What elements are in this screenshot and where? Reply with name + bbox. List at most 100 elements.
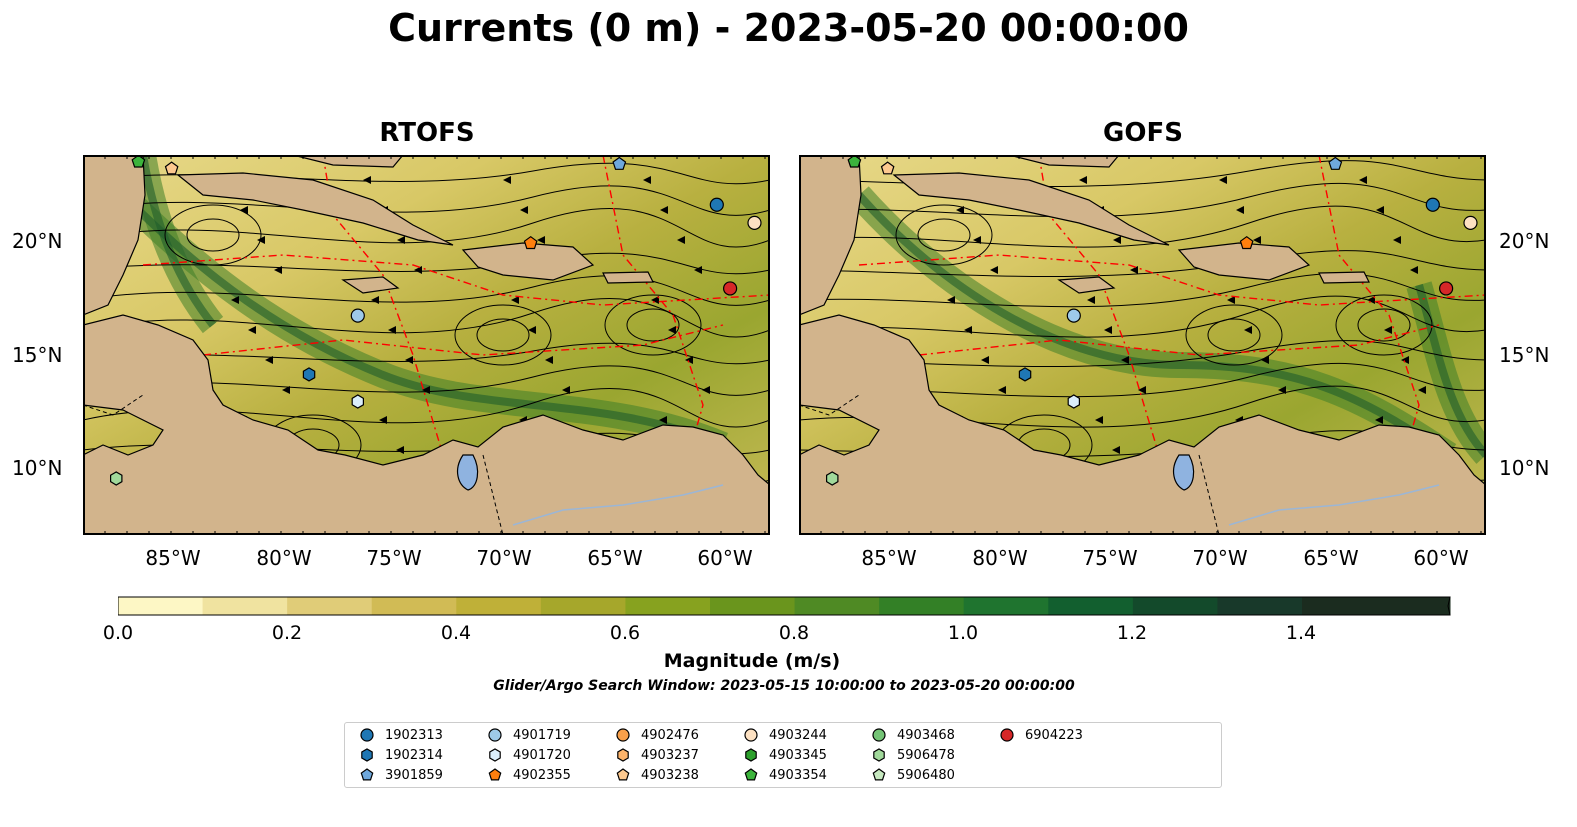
hexagon-marker-icon [489,748,501,762]
legend-item: 4903238 [615,765,699,785]
platform-marker [1066,308,1081,323]
colorbar-tick: 0.4 [440,622,472,644]
platform-marker [880,161,895,175]
pentagon-marker-icon [616,768,630,781]
platform-marker [747,215,762,230]
pentagon-marker-icon [360,768,374,781]
lon-label: 85°W [861,546,917,570]
map-panel-rtofs [83,155,770,535]
search-window-subtitle: Glider/Argo Search Window: 2023-05-15 10… [493,678,1075,694]
circle-marker-icon [616,728,630,742]
hexagon-marker-icon [745,748,757,762]
lon-label: 75°W [366,546,422,570]
legend-label: 1902314 [385,747,443,763]
lon-label: 70°W [476,546,532,570]
legend: 1902313 1902314 3901859 4901719 4901720 49023… [344,722,1222,788]
platform-marker [709,197,724,212]
lon-label: 80°W [256,546,312,570]
platform-marker [131,155,146,168]
platform-marker [1328,156,1343,170]
platform-marker [110,471,123,486]
legend-item: 3901859 [359,765,443,785]
circle-marker-icon [744,728,758,742]
legend-item: 5906478 [871,745,955,765]
platform-marker [523,235,538,250]
legend-label: 4901719 [513,727,571,743]
platform-marker [847,155,862,168]
circle-marker-icon [872,728,886,742]
platform-marker [826,471,839,486]
legend-label: 4903345 [769,747,827,763]
legend-label: 4903238 [641,767,699,783]
legend-item: 4901720 [487,745,571,765]
lon-label: 80°W [972,546,1028,570]
map-panel-gofs [799,155,1486,535]
pentagon-marker-icon [744,768,758,781]
colorbar-tick: 0.8 [778,622,810,644]
hexagon-marker-icon [617,748,629,762]
panel-title-rtofs: RTOFS [379,118,475,148]
platform-marker [612,156,627,170]
lon-label: 65°W [587,546,643,570]
legend-item: 6904223 [999,725,1083,745]
legend-item: 4903244 [743,725,827,745]
lat-label-left: 20°N [12,229,63,253]
lon-label: 70°W [1192,546,1248,570]
legend-item: 1902313 [359,725,443,745]
lat-label-right: 20°N [1499,229,1550,253]
lon-label: 60°W [1413,546,1469,570]
circle-marker-icon [1000,728,1014,742]
platform-marker [351,394,364,409]
legend-label: 5906480 [897,767,955,783]
hexagon-marker-icon [361,748,373,762]
legend-label: 4903354 [769,767,827,783]
legend-item: 4903468 [871,725,955,745]
legend-item: 4903237 [615,745,699,765]
legend-item: 4901719 [487,725,571,745]
legend-label: 6904223 [1025,727,1083,743]
legend-label: 4903244 [769,727,827,743]
platform-marker [1439,281,1454,296]
lat-label-right: 15°N [1499,343,1550,367]
colorbar-tick: 1.2 [1116,622,1148,644]
platform-marker [1018,367,1032,382]
circle-marker-icon [488,728,502,742]
legend-label: 5906478 [897,747,955,763]
legend-item: 4903345 [743,745,827,765]
platform-marker [1239,235,1254,250]
platform-marker [164,161,179,175]
legend-item: 4902476 [615,725,699,745]
platform-marker [1425,197,1440,212]
legend-label: 4903237 [641,747,699,763]
legend-item: 4903354 [743,765,827,785]
legend-item: 4902355 [487,765,571,785]
platform-marker [1463,215,1478,230]
colorbar-tick: 1.0 [947,622,979,644]
pentagon-marker-icon [488,768,502,781]
pentagon-marker-icon [872,768,886,781]
colorbar-tick: 0.6 [609,622,641,644]
panel-title-gofs: GOFS [1103,118,1183,148]
legend-label: 3901859 [385,767,443,783]
colorbar-label: Magnitude (m/s) [663,650,841,672]
legend-label: 4901720 [513,747,571,763]
platform-marker [723,281,738,296]
legend-label: 1902313 [385,727,443,743]
platform-marker [302,367,316,382]
legend-label: 4903468 [897,727,955,743]
figure-title: Currents (0 m) - 2023-05-20 00:00:00 [388,6,1189,50]
lon-label: 60°W [697,546,753,570]
legend-label: 4902476 [641,727,699,743]
lat-label-left: 10°N [12,456,63,480]
colorbar-tick: 0.2 [271,622,303,644]
legend-item: 5906480 [871,765,955,785]
lon-label: 85°W [145,546,201,570]
platform-marker [1067,394,1080,409]
colorbar-tick: 1.4 [1285,622,1317,644]
lon-label: 75°W [1082,546,1138,570]
legend-label: 4902355 [513,767,571,783]
colorbar [118,596,1451,616]
legend-item: 1902314 [359,745,443,765]
platform-marker [350,308,365,323]
lat-label-left: 15°N [12,343,63,367]
